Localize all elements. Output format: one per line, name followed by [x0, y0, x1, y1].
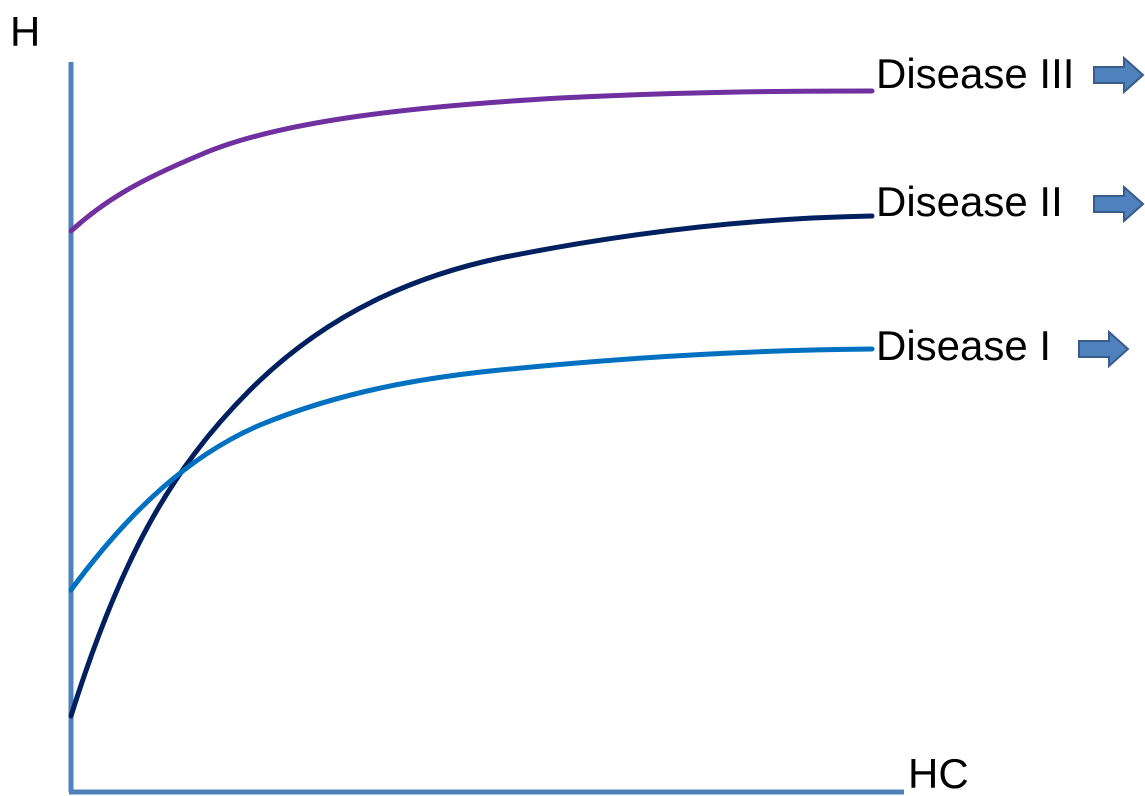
disease-ii-arrow-icon: [1093, 184, 1145, 224]
disease-i-arrow-icon: [1078, 329, 1130, 369]
disease-ii-curve: [68, 213, 875, 719]
disease-iii-curve: [68, 88, 875, 234]
arrows: [1078, 55, 1145, 369]
disease-i-label: Disease I: [876, 322, 1051, 369]
disease-iii-arrow-icon: [1093, 55, 1145, 95]
disease-ii-label: Disease II: [876, 178, 1063, 225]
y-axis-label: H: [10, 8, 40, 55]
x-axis-label: HC: [908, 750, 969, 796]
disease-i-curve: [68, 346, 875, 593]
curves: [68, 88, 875, 719]
disease-iii-label: Disease III: [876, 50, 1074, 97]
axes: [68, 62, 904, 795]
